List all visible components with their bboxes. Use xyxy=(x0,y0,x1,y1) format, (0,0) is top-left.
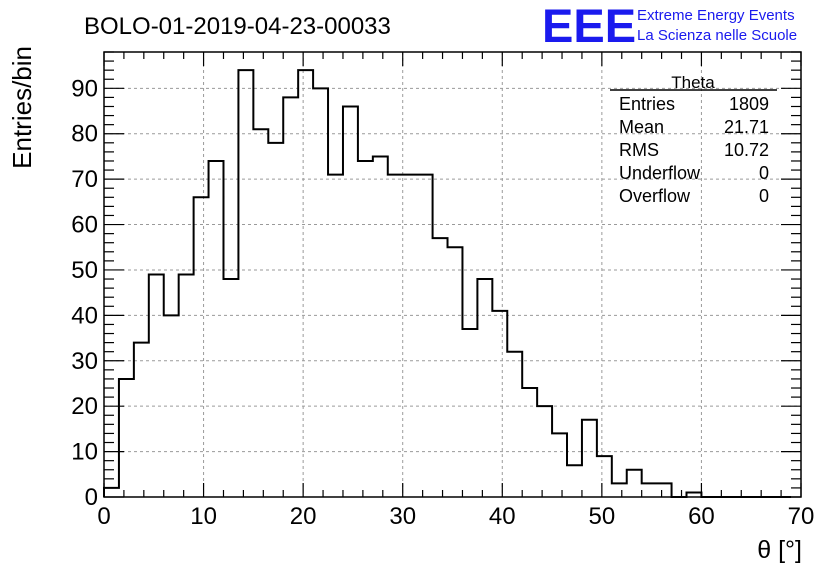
grid-lines xyxy=(104,52,801,497)
stats-value: 21.71 xyxy=(724,117,769,137)
x-tick-label: 50 xyxy=(589,503,616,530)
x-tick-label: 70 xyxy=(788,503,815,530)
stats-label: Underflow xyxy=(619,163,701,183)
histogram-step-line xyxy=(103,69,792,498)
plot-frame xyxy=(103,51,802,498)
stats-box: Theta Entries 1809 Mean 21.71 RMS 10.72 Underf… xyxy=(610,73,777,206)
eee-logo-mark: EEE xyxy=(542,0,636,52)
stats-value: 1809 xyxy=(729,94,769,114)
x-tick-label: 10 xyxy=(190,503,217,530)
logo-line-1: Extreme Energy Events xyxy=(637,7,795,24)
x-axis-label: θ [°] xyxy=(757,536,802,564)
x-tick-label: 0 xyxy=(97,503,110,530)
stats-rows: Entries 1809 Mean 21.71 RMS 10.72 Underflow 0 Ov… xyxy=(619,94,769,206)
y-tick-label: 70 xyxy=(71,166,98,193)
x-tick-label: 20 xyxy=(290,503,317,530)
y-axis-label: Entries/bin xyxy=(7,46,37,169)
y-tick-label: 30 xyxy=(71,348,98,375)
x-tick-label: 30 xyxy=(389,503,416,530)
stats-value: 10.72 xyxy=(724,140,769,160)
y-tick-label: 50 xyxy=(71,257,98,284)
stats-title: Theta xyxy=(671,73,715,92)
x-tick-label: 60 xyxy=(688,503,715,530)
stats-label: RMS xyxy=(619,140,659,160)
stats-value: 0 xyxy=(759,163,769,183)
stats-label: Entries xyxy=(619,94,675,114)
y-tick-label: 60 xyxy=(71,212,98,239)
stats-value: 0 xyxy=(759,186,769,206)
logo-line-2: La Scienza nelle Scuole xyxy=(637,27,797,44)
stats-label: Overflow xyxy=(619,186,691,206)
y-tick-label: 80 xyxy=(71,121,98,148)
stats-label: Mean xyxy=(619,117,664,137)
run-title: BOLO-01-2019-04-23-00033 xyxy=(84,13,391,40)
y-tick-label: 10 xyxy=(71,439,98,466)
y-tick-label: 20 xyxy=(71,393,98,420)
y-tick-label: 0 xyxy=(85,484,98,511)
axis-ticks xyxy=(103,51,802,498)
y-tick-label: 90 xyxy=(71,75,98,102)
x-tick-label: 40 xyxy=(489,503,516,530)
y-tick-label: 40 xyxy=(71,302,98,329)
y-tick-labels: 0 10 20 30 40 50 60 70 80 90 xyxy=(71,75,98,511)
x-tick-labels: 0 10 20 30 40 50 60 70 xyxy=(97,503,814,530)
